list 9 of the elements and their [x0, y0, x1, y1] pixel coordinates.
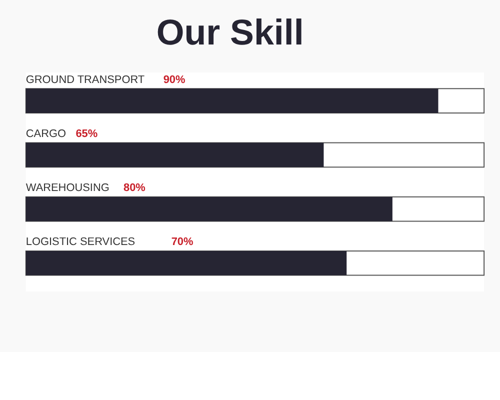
chart-title: Our Skill — [156, 12, 304, 53]
data-label: 90% — [163, 74, 186, 86]
y-tick-label: WAREHOUSING — [26, 182, 110, 194]
y-tick-label: GROUND TRANSPORT — [26, 74, 145, 86]
y-tick-label: LOGISTIC SERVICES — [26, 236, 136, 248]
data-label: 80% — [124, 182, 146, 194]
data-label: 70% — [171, 236, 194, 248]
y-tick-label: CARGO — [26, 128, 66, 140]
data-label: 65% — [76, 128, 98, 140]
